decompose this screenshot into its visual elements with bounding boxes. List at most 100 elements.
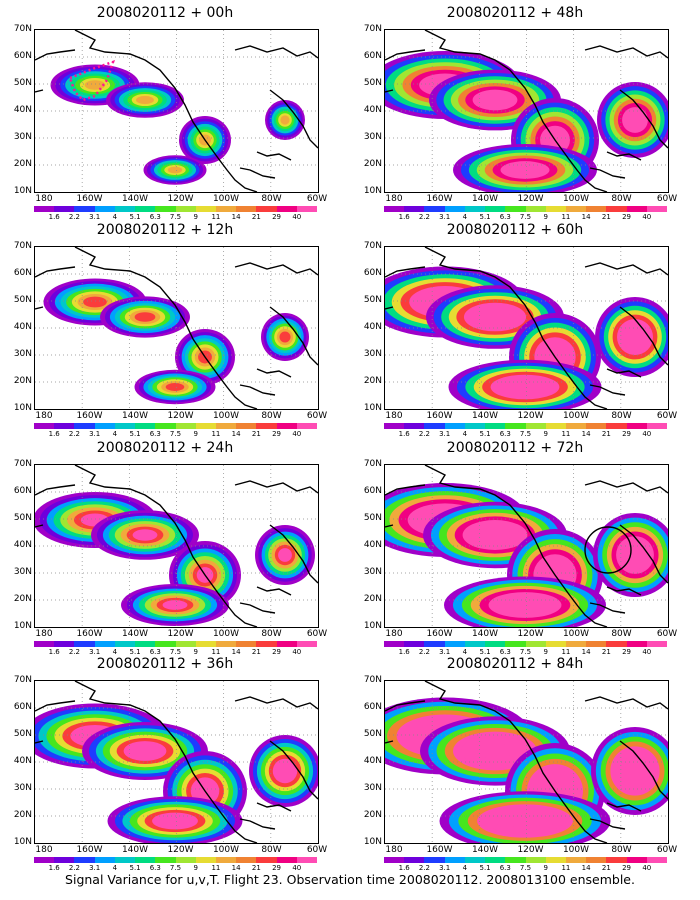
- colorbar-label: 6.3: [149, 864, 161, 872]
- colorbar-label: 4: [462, 864, 468, 872]
- latitude-label: 40N: [363, 322, 382, 332]
- colorbar-label: 40: [292, 648, 302, 656]
- colorbar-swatch: [54, 641, 75, 647]
- latitude-label: 40N: [13, 540, 32, 550]
- longitude-label: 140W: [121, 411, 149, 421]
- colorbar-swatch: [256, 423, 277, 429]
- longitude-label: 60W: [306, 845, 328, 855]
- variance-contour-map: [385, 681, 668, 843]
- latitude-label: 70N: [13, 675, 32, 685]
- colorbar-swatch: [646, 206, 668, 212]
- colorbar-label: 21: [601, 864, 611, 872]
- panel-title: 2008020112 + 60h: [446, 222, 584, 238]
- colorbar-swatch: [565, 423, 587, 429]
- colorbar-swatch: [54, 857, 75, 863]
- contour-band: [130, 744, 160, 758]
- colorbar-label: 2.2: [418, 864, 430, 872]
- latitude-label: 30N: [13, 567, 32, 577]
- colorbar-swatch: [215, 206, 237, 212]
- contour-band: [624, 760, 646, 782]
- colorbar-swatch: [175, 423, 196, 429]
- longitude-label: 60W: [656, 845, 678, 855]
- latitude-label: 40N: [13, 322, 32, 332]
- variance-contour-map: [35, 681, 318, 843]
- colorbar-swatch: [74, 423, 95, 429]
- longitude-label: 160W: [426, 845, 453, 855]
- latitude-label: 30N: [363, 349, 382, 359]
- coastline: [385, 45, 668, 179]
- longitude-label: 160W: [76, 411, 103, 421]
- colorbar-swatch: [626, 206, 647, 212]
- colorbar-label: 40: [642, 648, 652, 656]
- latitude-label: 30N: [363, 132, 382, 142]
- colorbar-label: 1.6: [48, 430, 60, 438]
- map-frame: [384, 246, 669, 410]
- colorbar-label: 9: [193, 864, 198, 872]
- longitude-label: 140W: [471, 845, 499, 855]
- latitude-label: 70N: [13, 241, 32, 251]
- forecast-panel: 2008020112 + 12h 70N 60N 50N 40N 30N 20N 10N 180…: [0, 222, 330, 438]
- coastline: [35, 696, 318, 830]
- map-frame: [34, 29, 319, 193]
- latitude-label: 10N: [13, 403, 32, 413]
- colorbar-label: 1.6: [398, 648, 410, 656]
- colorbar-swatch: [155, 857, 176, 863]
- latitude-label: 10N: [363, 837, 382, 847]
- colorbar-swatch: [404, 423, 425, 429]
- colorbar-swatch: [424, 857, 445, 863]
- longitude-label: 80W: [261, 411, 282, 421]
- longitude-label: 120W: [517, 845, 544, 855]
- contour-band: [165, 383, 185, 391]
- colorbar-swatch: [34, 857, 55, 863]
- colorbar-swatch: [175, 857, 196, 863]
- latitude-label: 50N: [13, 729, 32, 739]
- latitude-label: 20N: [363, 594, 382, 604]
- latitude-label: 20N: [13, 376, 32, 386]
- longitude-label: 180: [385, 411, 403, 421]
- colorbar-swatch: [276, 423, 297, 429]
- colorbar-swatch: [404, 857, 425, 863]
- forecast-panel: 2008020112 + 24h 70N 60N 50N 40N 30N 20N 10N 180…: [0, 440, 330, 656]
- colorbar-label: 29: [622, 430, 632, 438]
- colorbar-label: 4: [462, 213, 468, 221]
- longitude-label: 180: [385, 845, 403, 855]
- colorbar-label: 29: [272, 213, 282, 221]
- latitude-label: 50N: [13, 513, 32, 523]
- colorbar-swatch: [485, 857, 506, 863]
- coastline: [424, 30, 608, 192]
- colorbar-label: 6.3: [499, 213, 511, 221]
- colorbar-swatch: [606, 641, 627, 647]
- colorbar-label: 2.2: [68, 648, 80, 656]
- longitude-label: 60W: [656, 411, 678, 421]
- colorbar-label: 5.1: [479, 430, 491, 438]
- colorbar-label: 5.1: [129, 864, 141, 872]
- colorbar-label: 4: [462, 430, 468, 438]
- colorbar-label: 40: [642, 864, 652, 872]
- forecast-panel: 2008020112 + 60h 70N 60N 50N 40N 30N 20N 10N 180…: [350, 222, 680, 438]
- colorbar: [34, 423, 318, 429]
- longitude-label: 180: [35, 845, 53, 855]
- colorbar-swatch: [276, 641, 297, 647]
- colorbar-swatch: [565, 641, 587, 647]
- contour-band: [477, 743, 513, 759]
- longitude-label: 180: [35, 194, 53, 204]
- latitude-label: 60N: [363, 268, 382, 278]
- longitude-label: 100W: [212, 194, 240, 204]
- latitude-label: 30N: [13, 783, 32, 793]
- flight-track: [68, 60, 115, 102]
- latitude-label: 70N: [363, 675, 382, 685]
- contour-band: [626, 111, 644, 129]
- colorbar-label: 3.1: [89, 648, 101, 656]
- colorbar-swatch: [626, 641, 647, 647]
- colorbar-label: 9: [543, 213, 548, 221]
- panel-title: 2008020112 + 36h: [96, 656, 234, 672]
- colorbar-label: 2.2: [418, 213, 430, 221]
- longitude-label: 120W: [517, 411, 544, 421]
- longitude-label: 160W: [76, 629, 103, 639]
- colorbar-swatch: [505, 857, 526, 863]
- map-frame: [384, 29, 669, 193]
- colorbar-swatch: [54, 423, 75, 429]
- coastline: [424, 681, 608, 843]
- map-frame: [34, 464, 319, 628]
- colorbar-swatch: [296, 423, 318, 429]
